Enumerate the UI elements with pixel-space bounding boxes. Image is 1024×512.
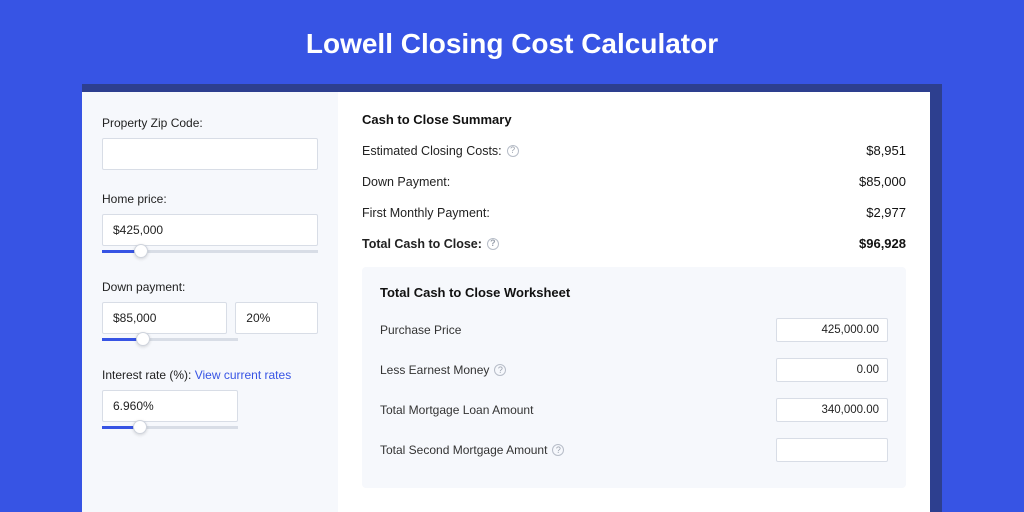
worksheet-label: Total Second Mortgage Amount ? (380, 443, 564, 457)
help-icon[interactable]: ? (494, 364, 506, 376)
interest-rate-field: Interest rate (%): View current rates (102, 368, 318, 442)
view-rates-link[interactable]: View current rates (195, 368, 292, 382)
home-price-slider[interactable] (102, 250, 318, 266)
worksheet-panel: Total Cash to Close Worksheet Purchase P… (362, 267, 906, 488)
summary-value: $2,977 (866, 205, 906, 220)
down-payment-slider[interactable] (102, 338, 238, 354)
home-price-input[interactable] (102, 214, 318, 246)
worksheet-input-mortgage-amount[interactable] (776, 398, 888, 422)
slider-thumb[interactable] (134, 244, 148, 258)
summary-label-text: First Monthly Payment: (362, 206, 490, 220)
worksheet-input-second-mortgage[interactable] (776, 438, 888, 462)
worksheet-label-text: Less Earnest Money (380, 363, 489, 377)
worksheet-label: Less Earnest Money ? (380, 363, 506, 377)
summary-title: Cash to Close Summary (362, 112, 906, 127)
interest-rate-input[interactable] (102, 390, 238, 422)
summary-label: First Monthly Payment: (362, 206, 490, 220)
worksheet-title: Total Cash to Close Worksheet (380, 285, 888, 300)
summary-row-down-payment: Down Payment: $85,000 (362, 174, 906, 189)
summary-label-text: Total Cash to Close: (362, 237, 482, 251)
worksheet-row-earnest-money: Less Earnest Money ? (380, 358, 888, 382)
zip-input[interactable] (102, 138, 318, 170)
worksheet-label: Total Mortgage Loan Amount (380, 403, 533, 417)
page-title: Lowell Closing Cost Calculator (0, 0, 1024, 84)
down-payment-label: Down payment: (102, 280, 318, 294)
summary-label-text: Down Payment: (362, 175, 450, 189)
interest-rate-label: Interest rate (%): View current rates (102, 368, 318, 382)
summary-row-total: Total Cash to Close: ? $96,928 (362, 236, 906, 251)
worksheet-label-text: Purchase Price (380, 323, 461, 337)
down-payment-pct-input[interactable] (235, 302, 318, 334)
slider-thumb[interactable] (133, 420, 147, 434)
interest-rate-label-text: Interest rate (%): (102, 368, 195, 382)
summary-value: $85,000 (859, 174, 906, 189)
summary-value: $8,951 (866, 143, 906, 158)
summary-label: Total Cash to Close: ? (362, 237, 499, 251)
worksheet-row-purchase-price: Purchase Price (380, 318, 888, 342)
results-panel: Cash to Close Summary Estimated Closing … (338, 92, 930, 512)
worksheet-input-purchase-price[interactable] (776, 318, 888, 342)
worksheet-label-text: Total Second Mortgage Amount (380, 443, 547, 457)
help-icon[interactable]: ? (552, 444, 564, 456)
down-payment-field: Down payment: (102, 280, 318, 354)
summary-label: Down Payment: (362, 175, 450, 189)
down-payment-input[interactable] (102, 302, 227, 334)
slider-thumb[interactable] (136, 332, 150, 346)
summary-row-closing-costs: Estimated Closing Costs: ? $8,951 (362, 143, 906, 158)
zip-field: Property Zip Code: (102, 116, 318, 174)
interest-rate-slider[interactable] (102, 426, 238, 442)
worksheet-label-text: Total Mortgage Loan Amount (380, 403, 533, 417)
zip-label: Property Zip Code: (102, 116, 318, 130)
help-icon[interactable]: ? (507, 145, 519, 157)
summary-label: Estimated Closing Costs: ? (362, 144, 519, 158)
worksheet-row-mortgage-amount: Total Mortgage Loan Amount (380, 398, 888, 422)
worksheet-row-second-mortgage: Total Second Mortgage Amount ? (380, 438, 888, 462)
worksheet-label: Purchase Price (380, 323, 461, 337)
summary-value: $96,928 (859, 236, 906, 251)
worksheet-input-earnest-money[interactable] (776, 358, 888, 382)
home-price-field: Home price: (102, 192, 318, 266)
summary-row-first-monthly: First Monthly Payment: $2,977 (362, 205, 906, 220)
calculator-card: Property Zip Code: Home price: Down paym… (82, 92, 930, 512)
summary-label-text: Estimated Closing Costs: (362, 144, 502, 158)
card-shadow: Property Zip Code: Home price: Down paym… (82, 84, 942, 512)
home-price-label: Home price: (102, 192, 318, 206)
down-payment-row (102, 302, 318, 338)
input-panel: Property Zip Code: Home price: Down paym… (82, 92, 338, 512)
help-icon[interactable]: ? (487, 238, 499, 250)
